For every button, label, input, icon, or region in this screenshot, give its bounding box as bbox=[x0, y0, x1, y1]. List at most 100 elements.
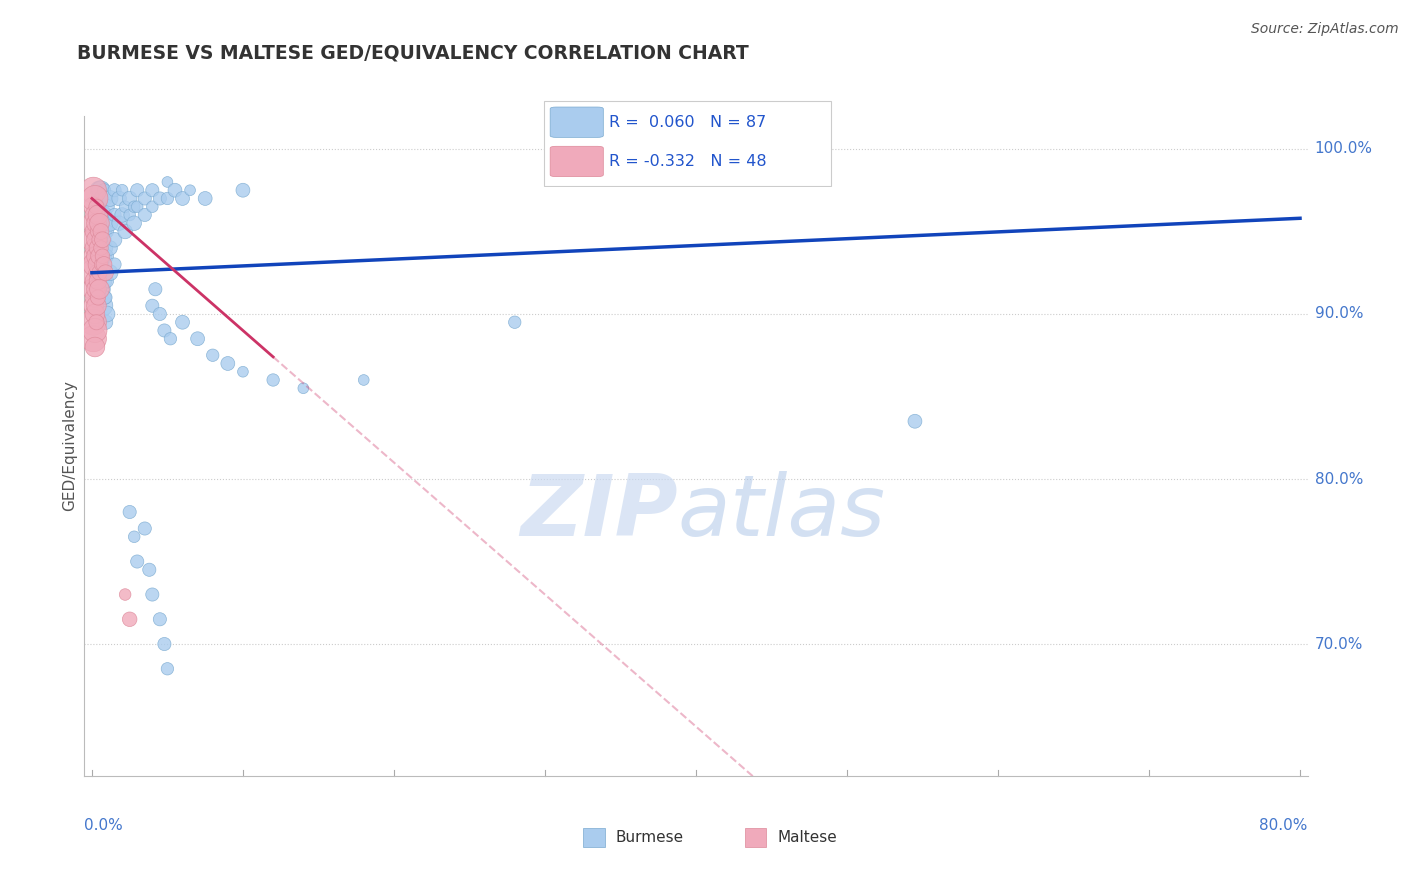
Point bbox=[91, 233, 114, 247]
Point bbox=[86, 282, 108, 296]
Point bbox=[82, 282, 104, 296]
Point bbox=[118, 191, 141, 205]
Point bbox=[89, 208, 111, 222]
Point bbox=[86, 315, 108, 329]
Point bbox=[87, 291, 110, 305]
Point bbox=[217, 356, 239, 370]
Point bbox=[98, 266, 121, 280]
Point bbox=[90, 225, 112, 239]
Point bbox=[90, 241, 112, 255]
Point bbox=[153, 637, 176, 651]
Point bbox=[262, 373, 284, 387]
Point bbox=[114, 200, 136, 214]
Point bbox=[89, 233, 111, 247]
Point bbox=[108, 216, 131, 230]
Point bbox=[82, 332, 104, 346]
Text: 100.0%: 100.0% bbox=[1315, 142, 1372, 156]
Point bbox=[156, 191, 179, 205]
Point bbox=[163, 183, 186, 197]
Point bbox=[156, 662, 179, 676]
Point bbox=[103, 233, 125, 247]
Point bbox=[141, 299, 163, 313]
Point bbox=[84, 257, 107, 271]
Point bbox=[89, 216, 111, 230]
FancyBboxPatch shape bbox=[550, 146, 603, 177]
Point bbox=[89, 282, 111, 296]
Point bbox=[103, 257, 125, 271]
Point bbox=[103, 208, 125, 222]
Point bbox=[98, 191, 121, 205]
Point bbox=[82, 299, 104, 313]
Point bbox=[118, 505, 141, 519]
Point bbox=[96, 200, 118, 214]
Point bbox=[94, 216, 117, 230]
Point bbox=[87, 274, 110, 288]
Point bbox=[84, 291, 107, 305]
Point bbox=[111, 183, 134, 197]
Point bbox=[134, 208, 156, 222]
Point bbox=[84, 324, 107, 338]
Point bbox=[96, 225, 118, 239]
Point bbox=[503, 315, 526, 329]
Point bbox=[90, 257, 112, 271]
Point bbox=[143, 282, 166, 296]
Point bbox=[84, 340, 107, 354]
Y-axis label: GED/Equivalency: GED/Equivalency bbox=[62, 381, 77, 511]
Point bbox=[904, 414, 927, 428]
Point bbox=[156, 175, 179, 189]
Point bbox=[89, 233, 111, 247]
Text: 90.0%: 90.0% bbox=[1315, 307, 1362, 321]
Text: BURMESE VS MALTESE GED/EQUIVALENCY CORRELATION CHART: BURMESE VS MALTESE GED/EQUIVALENCY CORRE… bbox=[77, 44, 749, 62]
Point bbox=[86, 200, 108, 214]
Point bbox=[141, 200, 163, 214]
Point bbox=[82, 315, 104, 329]
Point bbox=[87, 257, 110, 271]
Point bbox=[82, 216, 104, 230]
Point bbox=[91, 208, 114, 222]
Point bbox=[91, 249, 114, 263]
Point bbox=[93, 183, 115, 197]
Point bbox=[89, 183, 111, 197]
Text: 0.0%: 0.0% bbox=[84, 818, 124, 832]
Point bbox=[141, 587, 163, 601]
Point bbox=[127, 200, 149, 214]
Point bbox=[93, 233, 115, 247]
Point bbox=[94, 191, 117, 205]
Point bbox=[187, 332, 209, 346]
Point bbox=[127, 183, 149, 197]
Point bbox=[114, 225, 136, 239]
Point bbox=[87, 225, 110, 239]
Text: Source: ZipAtlas.com: Source: ZipAtlas.com bbox=[1251, 22, 1399, 37]
Point bbox=[127, 554, 149, 569]
Point bbox=[122, 200, 145, 214]
Point bbox=[96, 274, 118, 288]
Point bbox=[149, 307, 172, 321]
Point bbox=[93, 266, 115, 280]
Text: 80.0%: 80.0% bbox=[1315, 472, 1362, 486]
Point bbox=[93, 208, 115, 222]
Point bbox=[90, 249, 112, 263]
Text: Burmese: Burmese bbox=[616, 830, 683, 845]
Point bbox=[86, 299, 108, 313]
Point bbox=[149, 191, 172, 205]
Point bbox=[87, 241, 110, 255]
Point bbox=[84, 307, 107, 321]
Point bbox=[98, 216, 121, 230]
Point bbox=[159, 332, 181, 346]
Text: atlas: atlas bbox=[678, 470, 886, 554]
Point bbox=[153, 324, 176, 338]
Point bbox=[86, 266, 108, 280]
Point bbox=[141, 183, 163, 197]
Point bbox=[292, 381, 315, 395]
Point bbox=[82, 249, 104, 263]
Point bbox=[90, 183, 112, 197]
Point bbox=[86, 249, 108, 263]
Point bbox=[114, 587, 136, 601]
Point bbox=[91, 249, 114, 263]
Text: 70.0%: 70.0% bbox=[1315, 637, 1362, 651]
Point bbox=[122, 530, 145, 544]
Point bbox=[94, 266, 117, 280]
Point bbox=[84, 274, 107, 288]
Point bbox=[93, 257, 115, 271]
Point bbox=[108, 191, 131, 205]
